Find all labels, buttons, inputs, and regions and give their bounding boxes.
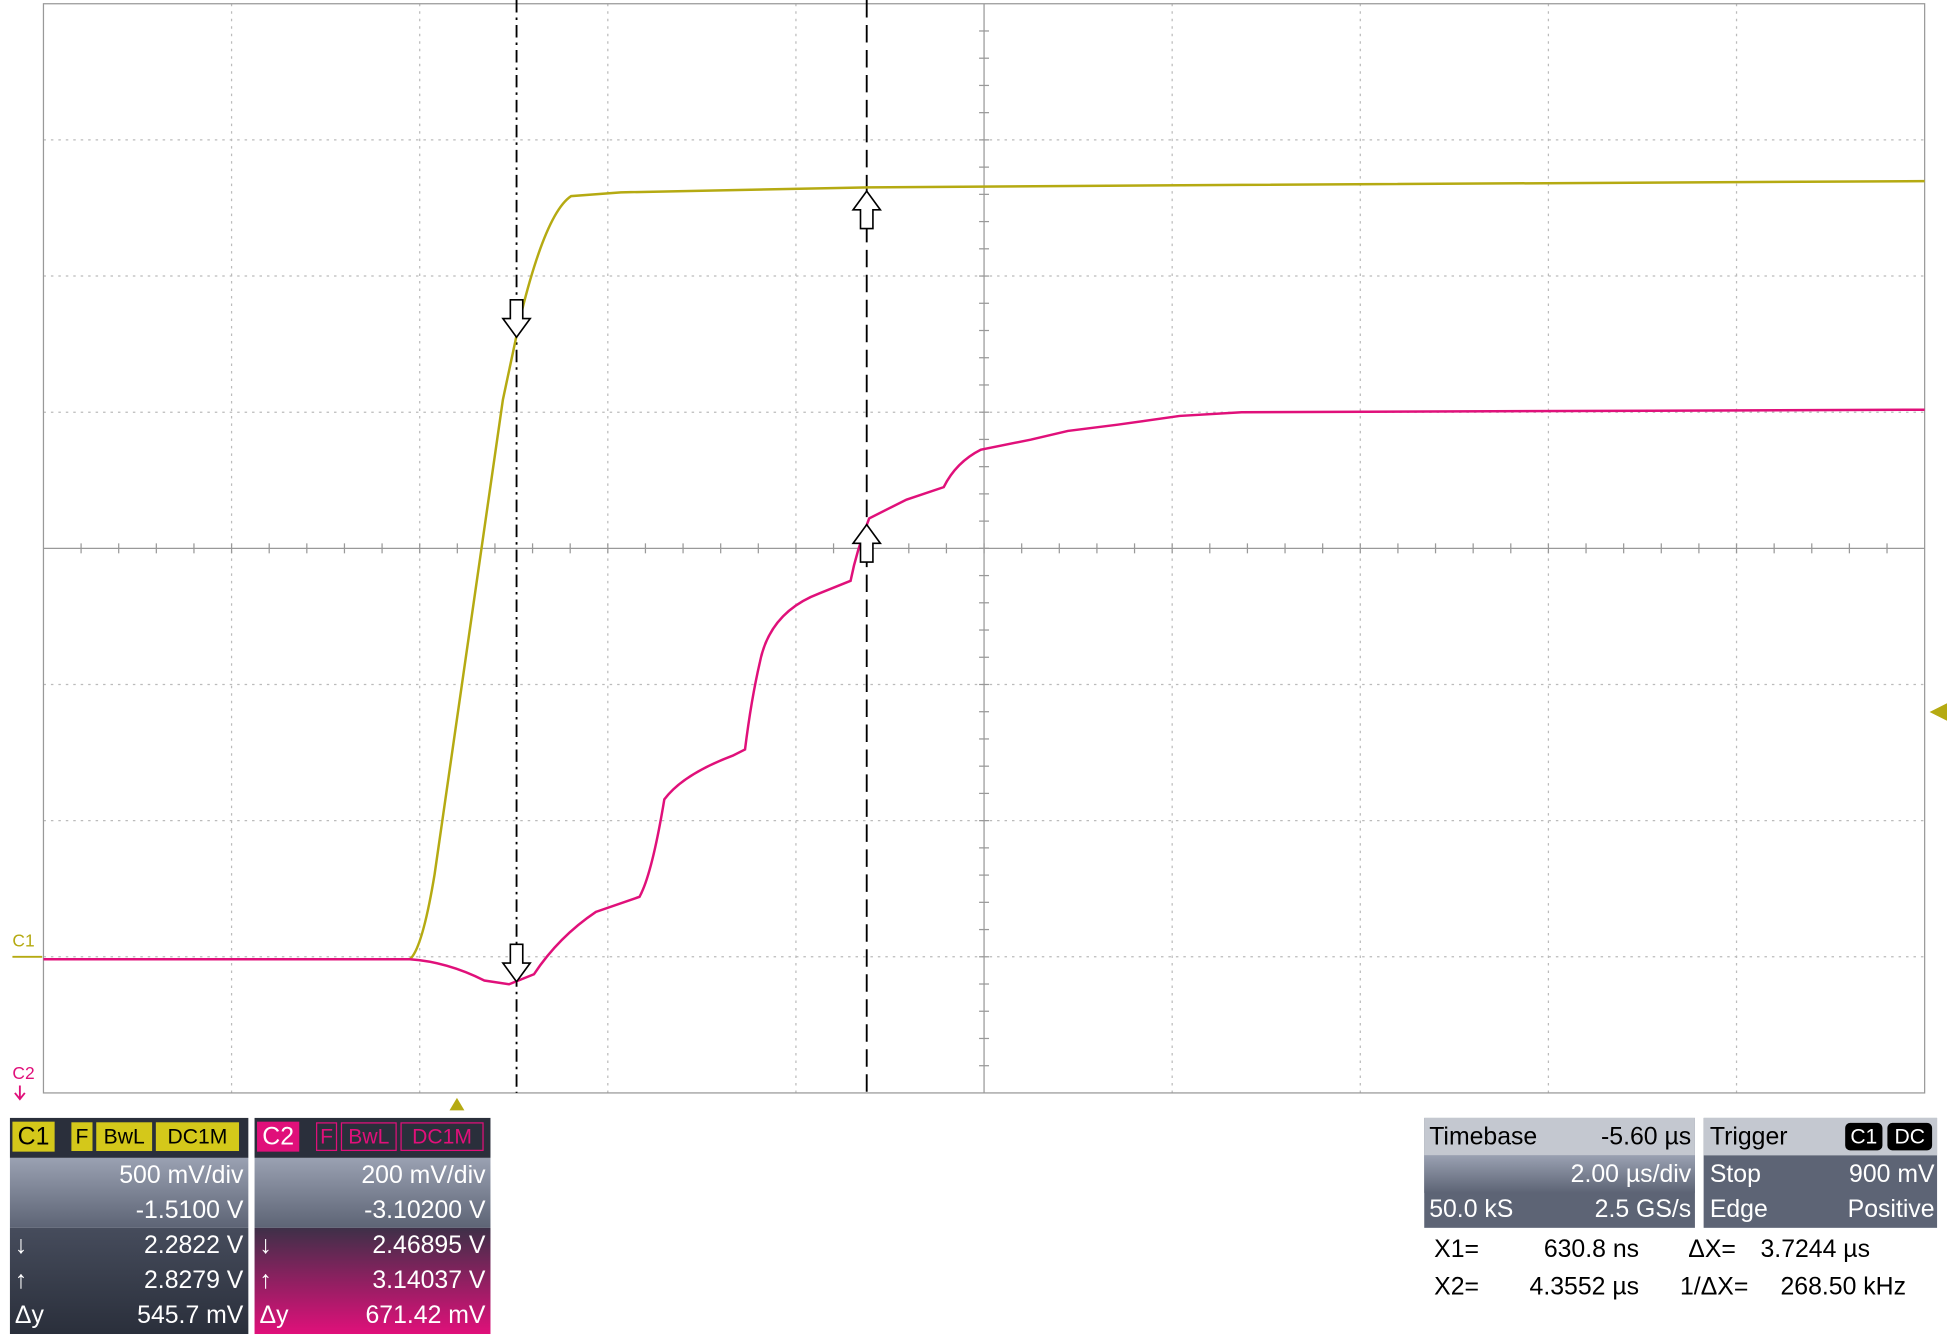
- info-panels: C1 F BwL DC1M 500 mV/div -1.5100 V ↓ 2.2822 V ↑ 2…: [9, 1117, 1938, 1335]
- channel-panel-top: [9, 1157, 249, 1228]
- timebase-delay: -5.60 µs: [1601, 1122, 1691, 1150]
- timebase-row: [1424, 1155, 1695, 1193]
- channel-flag-box: [400, 1122, 484, 1152]
- trigger-type: Edge: [1710, 1195, 1768, 1223]
- channel-row-symbol: ↑: [15, 1266, 27, 1294]
- cursor-readout: 1/ΔX=: [1680, 1272, 1748, 1300]
- channel-row-value: 671.42 mV: [365, 1301, 485, 1329]
- trigger-mode: Stop: [1710, 1160, 1761, 1188]
- cursor-marker-down: [501, 298, 532, 339]
- channel-scale: 500 mV/div: [119, 1161, 244, 1189]
- cursor-marker-up: [851, 523, 882, 563]
- channel-flag-box: [340, 1122, 397, 1152]
- channel-flag-box: [71, 1122, 93, 1152]
- channel-panel-top: [254, 1157, 491, 1228]
- cursor-marker-down: [501, 943, 532, 984]
- channel-label-box: [257, 1121, 300, 1152]
- cursor-marker-up: [851, 189, 882, 230]
- cursor-readout: 630.8 ns: [1544, 1235, 1639, 1263]
- channel-scale: 200 mV/div: [361, 1161, 486, 1189]
- c2-ground-marker: C2: [12, 1063, 34, 1083]
- channel-row-value: 3.14037 V: [372, 1266, 486, 1294]
- channel-flag-box: [316, 1122, 338, 1152]
- trace-c2: [43, 408, 1925, 986]
- cursor-readout: 3.7244 µs: [1760, 1235, 1870, 1263]
- channel-row-value: 2.46895 V: [372, 1231, 486, 1259]
- channel-row-symbol: ↓: [260, 1231, 272, 1259]
- channel-offset: -1.5100 V: [136, 1196, 244, 1224]
- timebase-header: [1424, 1117, 1695, 1156]
- channel-panel-bottom: [9, 1227, 249, 1335]
- cursor-readout: ΔX=: [1688, 1235, 1736, 1263]
- channel-panel-bottom: [254, 1227, 491, 1335]
- trigger-position: [449, 1097, 465, 1111]
- trace-c1: [43, 179, 1925, 961]
- trigger-level: [1929, 703, 1947, 721]
- trigger-label: Trigger: [1710, 1122, 1788, 1150]
- trigger-level-text: 900 mV: [1849, 1160, 1935, 1188]
- channel-row-value: 2.8279 V: [144, 1266, 244, 1294]
- channel-flag: F: [76, 1125, 89, 1148]
- channel-offset: -3.10200 V: [364, 1196, 486, 1224]
- channel-flag: BwL: [104, 1125, 145, 1148]
- graticule: [43, 3, 1925, 1093]
- cursor-readout: 4.3552 µs: [1530, 1272, 1640, 1300]
- channel-row-value: 545.7 mV: [137, 1301, 244, 1329]
- cursor-markers: [501, 189, 882, 984]
- channel-row-symbol: Δy: [15, 1301, 45, 1329]
- c2-arrow: [14, 1085, 26, 1101]
- cursor-readout: 268.50 kHz: [1780, 1272, 1906, 1300]
- channel-label: C2: [262, 1122, 294, 1150]
- trigger-coupling: DC: [1895, 1125, 1925, 1148]
- cursor-readout: X2=: [1434, 1272, 1479, 1300]
- c1-ground-marker: C1: [12, 930, 34, 950]
- timebase-scale: 2.00 µs/div: [1571, 1160, 1692, 1188]
- channel-row-symbol: ↓: [15, 1231, 27, 1259]
- channel-row-symbol: Δy: [260, 1301, 290, 1329]
- trigger-coupling-box: [1887, 1122, 1933, 1151]
- channel-flag: DC1M: [168, 1125, 228, 1148]
- graticule-border: [42, 3, 1926, 1094]
- timebase-rate: 2.5 GS/s: [1595, 1195, 1692, 1223]
- channel-flag: F: [320, 1125, 333, 1148]
- timebase-samples: 50.0 kS: [1429, 1195, 1513, 1223]
- channel-flag: BwL: [348, 1125, 389, 1148]
- channel-flag: DC1M: [412, 1125, 472, 1148]
- trigger-slope: Positive: [1848, 1195, 1935, 1223]
- channel-label: C1: [18, 1122, 50, 1150]
- trigger-source: C1: [1850, 1125, 1877, 1148]
- timebase-label: Timebase: [1429, 1122, 1537, 1150]
- channel-label-box: [12, 1121, 55, 1152]
- channel-flag-box: [96, 1122, 153, 1152]
- cursor-readout: X1=: [1434, 1235, 1479, 1263]
- trigger-source-box: [1845, 1122, 1883, 1151]
- channel-row-symbol: ↑: [260, 1266, 272, 1294]
- channel-row-value: 2.2822 V: [144, 1231, 244, 1259]
- channel-flag-box: [155, 1122, 240, 1152]
